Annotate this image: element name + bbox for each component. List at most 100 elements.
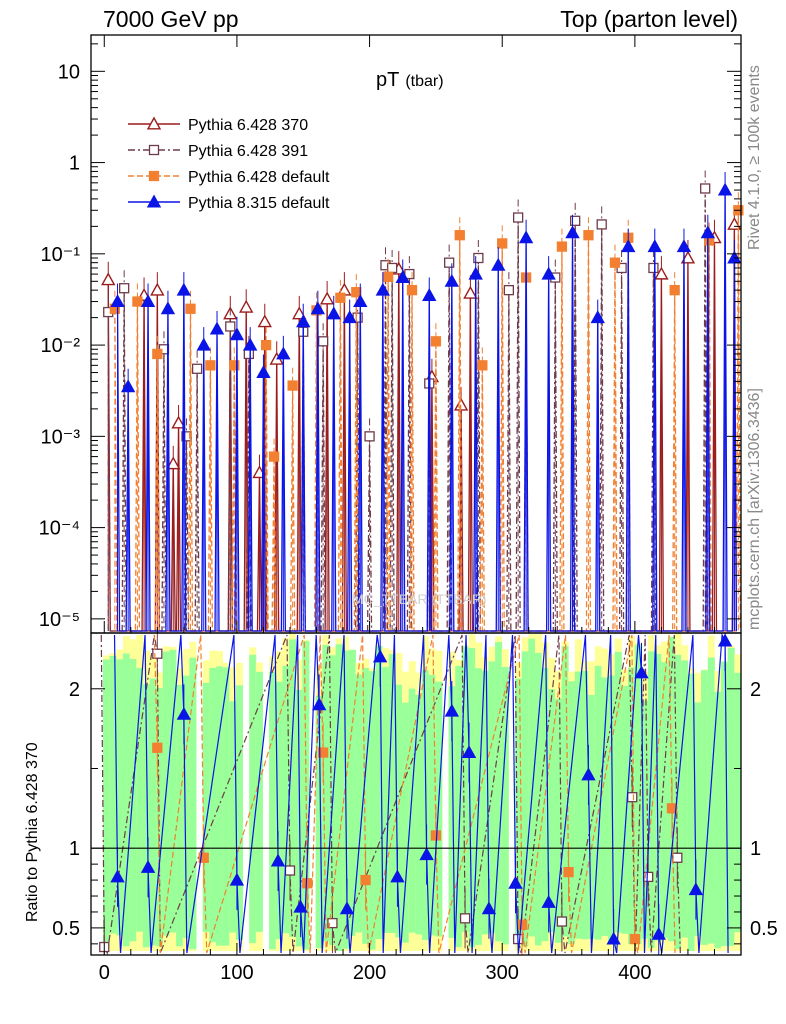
data-point — [468, 266, 483, 280]
ratio-line — [153, 634, 676, 954]
legend-label: Pythia 6.428 370 — [188, 117, 308, 134]
ratio-band-inner — [348, 649, 356, 936]
ratio-point — [229, 872, 245, 886]
ratio-band-inner — [408, 688, 416, 933]
data-point — [205, 360, 216, 371]
ratio-band-inner — [647, 651, 656, 948]
data-point — [342, 310, 357, 324]
data-point — [276, 346, 291, 360]
data-point — [570, 215, 581, 226]
ratio-band-inner — [714, 691, 722, 949]
data-point — [239, 299, 254, 313]
data-point — [596, 219, 607, 230]
legend-marker — [148, 170, 160, 182]
ratio-band-inner — [468, 648, 476, 948]
y-tick-label: 10⁻¹ — [41, 244, 81, 266]
data-point — [256, 365, 271, 379]
legend-item: Pythia 6.428 370 — [118, 112, 362, 136]
ratio-plot-frame — [90, 632, 742, 956]
plot-title-sub: (tbar) — [405, 73, 443, 90]
data-point — [185, 303, 196, 314]
ratio-point — [152, 742, 163, 753]
data-point — [260, 339, 272, 351]
ratio-band-inner — [614, 651, 622, 933]
ratio-band-inner — [103, 659, 111, 947]
series-curves — [99, 170, 744, 955]
data-point — [518, 230, 534, 244]
ratio-point — [430, 830, 442, 841]
data-point — [268, 451, 280, 462]
ratio-y-tick-label: 0.5 — [52, 918, 80, 940]
data-point — [335, 292, 346, 303]
legend-marker — [148, 144, 160, 156]
data-point — [512, 212, 524, 223]
ratio-point — [360, 874, 371, 886]
data-point — [326, 306, 341, 320]
ratio-band-inner — [594, 665, 602, 940]
header-left: 7000 GeV pp — [103, 6, 239, 32]
ratio-band-inner — [149, 678, 157, 946]
ratio-band-inner — [661, 662, 669, 938]
axis-ticks: 0 100 200 300 400 10⁻⁵ 10⁻⁴ 10⁻³ 10⁻² 10⁻¹ 1 10 0.5 0… — [39, 35, 778, 984]
y-tick-label: 10⁻² — [41, 335, 81, 357]
data-point — [491, 257, 506, 271]
header-right: Top (parton level) — [560, 6, 738, 32]
ratio-band-inner — [488, 661, 496, 934]
legend-label: Pythia 8.315 default — [188, 195, 330, 212]
ratio-band-inner — [289, 639, 297, 937]
data-point — [257, 314, 272, 328]
ratio-point — [198, 852, 209, 863]
ratio-band-inner — [528, 638, 536, 937]
data-point — [243, 348, 255, 360]
ratio-point — [152, 648, 163, 659]
data-point — [229, 360, 240, 371]
ratio-point — [629, 933, 641, 945]
ratio-band-inner — [621, 685, 629, 934]
ratio-y-tick-label: 2 — [69, 679, 80, 701]
data-point — [700, 183, 711, 194]
data-point — [406, 284, 418, 296]
ratio-point — [627, 792, 638, 803]
data-point — [150, 282, 165, 296]
ratio-band-inner — [229, 701, 237, 933]
ratio-point — [563, 866, 574, 878]
ratio-point — [327, 917, 338, 929]
plot-title-main: pT — [376, 69, 399, 91]
ratio-band-inner — [402, 702, 410, 943]
data-point — [353, 294, 368, 308]
data-point — [351, 287, 362, 298]
data-point — [395, 270, 410, 284]
plot-title: pT (tbar) — [376, 69, 444, 91]
ratio-band-inner — [215, 666, 224, 946]
ratio-point — [688, 882, 704, 896]
data-point — [375, 282, 391, 296]
ratio-band-inner — [129, 658, 137, 942]
data-point — [497, 238, 508, 249]
ratio-band-inner — [395, 684, 403, 938]
ratio-band-inner — [136, 667, 144, 932]
data-point — [120, 379, 136, 393]
data-point — [101, 272, 116, 286]
ratio-point — [516, 919, 528, 930]
ratio-band-inner — [355, 674, 363, 933]
legend-item: Pythia 8.315 default — [118, 190, 362, 214]
data-point — [621, 239, 636, 253]
ratio-point — [110, 869, 125, 883]
ratio-line — [113, 632, 729, 954]
series-line — [116, 190, 738, 632]
ratio-band-inner — [388, 654, 396, 934]
data-point — [229, 327, 245, 341]
data-point — [648, 262, 659, 274]
data-point — [160, 301, 176, 315]
ratio-point — [459, 913, 471, 924]
data-point — [454, 230, 465, 241]
legend-marker — [146, 116, 162, 130]
ratio-band-inner — [275, 681, 283, 940]
ratio-band-inner — [588, 695, 596, 939]
data-point — [171, 415, 186, 429]
ratio-band-inner — [574, 671, 582, 939]
ratio-y-tick-label: 1 — [69, 838, 80, 860]
ratio-point — [311, 697, 327, 711]
data-point — [140, 294, 156, 308]
